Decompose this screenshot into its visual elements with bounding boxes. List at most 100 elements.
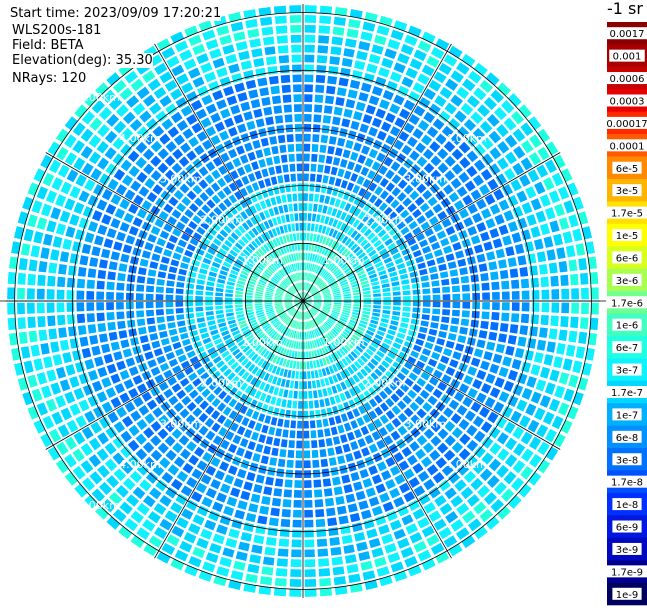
ray-gate [372,474,382,484]
ray-gate [373,309,381,313]
ray-gate [485,374,495,384]
ray-gate [403,302,411,306]
ray-gate [417,517,430,529]
ray-gate [233,561,245,571]
ray-gate [314,224,318,232]
ray-gate [419,327,428,334]
ray-gate [510,268,519,277]
ray-gate [368,127,378,137]
ray-gate [292,401,297,409]
ray-gate [235,179,243,188]
ray-gate [427,464,438,475]
ray-gate [73,432,85,445]
ray-gate [282,509,291,517]
ray-gate [282,164,288,172]
ray-gate [48,329,57,340]
ray-gate [251,432,259,441]
ray-gate [311,430,317,438]
ray-gate [110,374,120,384]
ray-gate [114,169,125,181]
ray-gate [402,145,412,155]
ray-gate [304,411,309,419]
ray-gate [279,449,286,457]
ray-gate [379,99,390,109]
ray-gate [78,325,87,335]
ray-gate [354,532,365,542]
ray-gate [508,335,517,345]
ray-gate [512,427,524,440]
ray-gate [193,77,205,88]
ray-gate [255,525,266,534]
ray-gate [318,155,325,163]
ray-gate [32,200,43,213]
ray-gate [290,420,296,428]
ray-gate [303,381,307,389]
ray-gate [462,310,470,317]
ray-gate [293,391,297,399]
ray-gate [201,333,210,339]
ray-gate [60,211,71,223]
ray-gate [18,317,26,329]
ray-gate [273,387,279,395]
range-ring-label: 2.00km [201,377,243,390]
ray-gate [412,313,420,319]
ray-gate [327,448,334,457]
ray-gate [142,343,151,351]
ray-gate [363,570,376,580]
ray-gate [162,472,174,483]
ray-gate [452,286,460,293]
ray-gate [529,326,538,336]
ray-gate [217,318,225,323]
ray-gate [376,483,386,493]
ray-gate [417,215,427,224]
ray-gate [512,302,520,311]
ray-gate [536,211,547,223]
ray-gate [471,357,481,366]
ray-gate [482,302,490,310]
ray-gate [502,302,510,310]
ray-gate [91,346,100,356]
ray-gate [278,205,283,213]
ray-gate [128,440,140,452]
ray-gate [262,404,269,413]
ray-gate [335,97,344,106]
ray-gate [143,149,154,160]
ray-gate [284,489,292,497]
ray-gate [307,233,310,241]
ray-gate [313,479,321,487]
ray-gate [416,233,425,241]
ray-gate [247,29,259,38]
ray-gate [393,302,401,306]
ray-gate [544,236,554,248]
ray-gate [113,351,122,361]
ray-gate [410,532,423,543]
ray-gate [84,411,95,423]
ray-gate [285,410,291,418]
ray-gate [294,213,298,221]
ray-gate [305,45,315,53]
ray-gate [300,352,302,360]
ray-gate [152,184,162,194]
ray-gate [374,557,387,567]
ray-gate [303,253,305,261]
ray-gate [416,361,425,369]
ray-gate [246,513,256,522]
ray-gate [331,547,342,556]
ray-gate [373,301,381,304]
ray-gate [47,276,55,287]
ray-gate [167,216,177,225]
ray-gate [240,155,249,164]
ray-gate [62,239,72,250]
ray-gate [492,292,500,300]
ray-gate [304,480,312,488]
ray-gate [116,361,126,371]
ray-gate [60,340,69,351]
ray-gate [383,297,391,301]
ray-gate [363,114,373,124]
ray-gate [196,312,204,317]
ray-gate [287,400,292,408]
ray-gate [285,214,290,222]
ray-gate [270,508,279,517]
ray-gate [166,309,174,315]
ray-gate [88,221,98,232]
